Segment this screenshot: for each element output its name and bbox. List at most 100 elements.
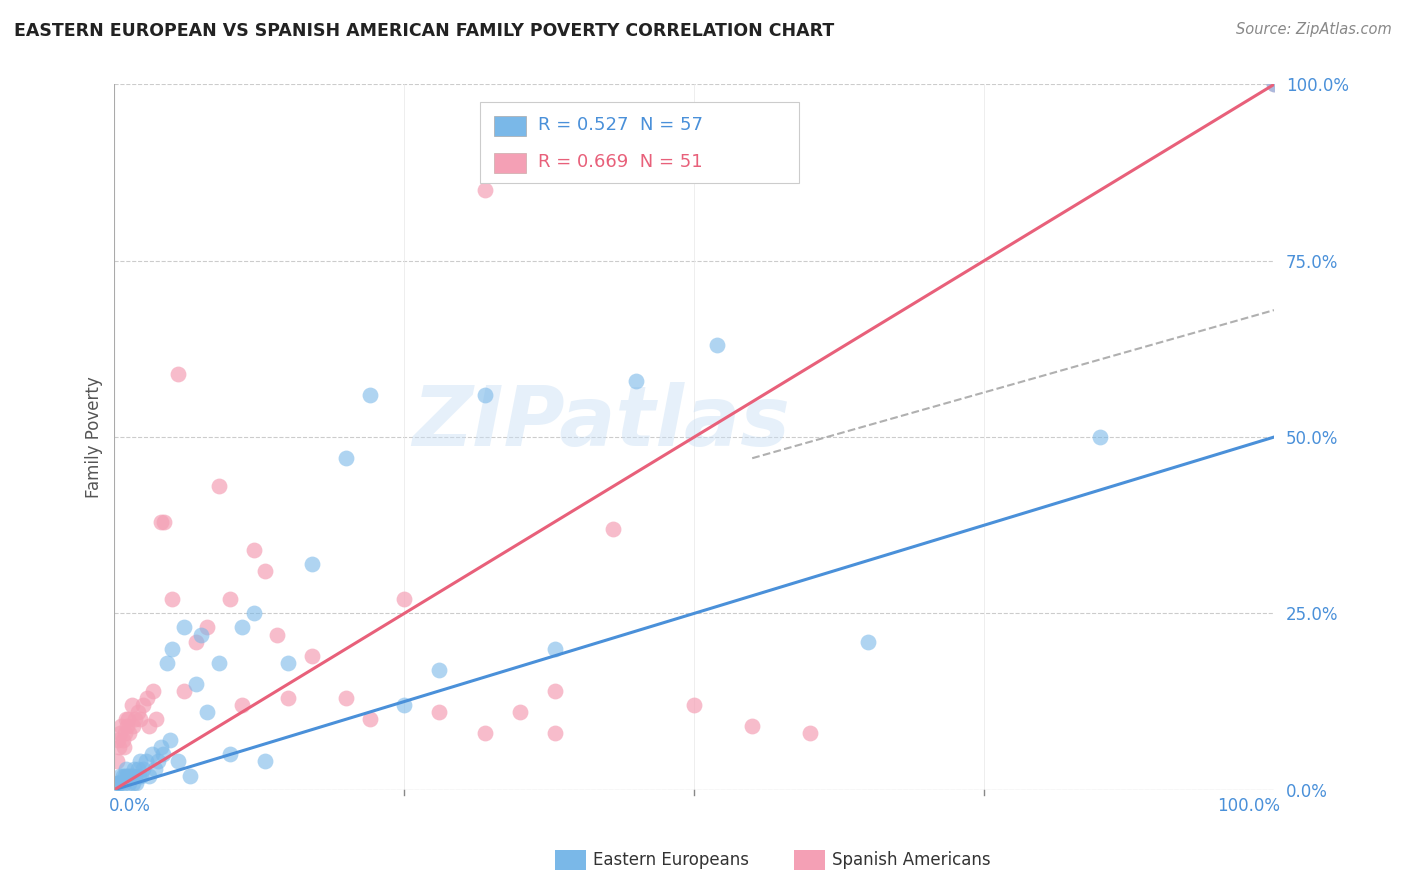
Point [111,768,134,782]
Point [208,479,231,493]
Point [474,388,496,402]
Point [219,747,242,762]
FancyBboxPatch shape [479,102,799,183]
Point [128,768,150,782]
Point [107,775,129,789]
Text: 0.0%: 0.0% [108,797,150,814]
Point [142,684,165,698]
Point [179,768,201,782]
Text: ZIPatlas: ZIPatlas [412,383,790,464]
Point [114,726,136,740]
Point [141,747,163,762]
Point [335,691,357,706]
Point [107,733,129,747]
Point [111,733,134,747]
Point [122,762,145,776]
Point [1263,78,1285,92]
Point [121,698,143,712]
Point [544,726,567,740]
Point [173,620,195,634]
Point [254,564,277,578]
Point [799,726,821,740]
Point [115,762,138,776]
Point [335,451,357,466]
Point [148,755,170,769]
Point [115,768,138,782]
Text: Eastern Europeans: Eastern Europeans [593,851,749,869]
Text: EASTERN EUROPEAN VS SPANISH AMERICAN FAMILY POVERTY CORRELATION CHART: EASTERN EUROPEAN VS SPANISH AMERICAN FAM… [14,22,834,40]
Point [122,719,145,733]
Point [108,775,131,789]
Point [155,656,177,670]
Point [1263,78,1285,92]
Point [427,705,450,719]
Point [474,726,496,740]
Point [301,648,323,663]
Point [254,755,277,769]
Point [108,726,131,740]
Text: 100.0%: 100.0% [1216,797,1279,814]
Point [112,775,135,789]
Point [277,691,299,706]
Point [105,775,128,789]
Point [219,592,242,607]
Point [856,634,879,648]
Point [132,762,155,776]
Point [143,762,166,776]
Point [122,775,145,789]
Point [741,719,763,733]
Point [129,712,152,726]
Point [162,641,184,656]
Point [359,388,381,402]
Point [474,183,496,197]
Point [121,768,143,782]
Point [266,627,288,641]
Point [129,755,152,769]
Point [117,768,139,782]
Point [108,768,131,782]
Point [159,733,181,747]
Point [683,698,706,712]
Point [115,719,138,733]
Point [125,775,148,789]
Point [427,663,450,677]
Point [135,755,157,769]
Point [127,762,149,776]
Point [152,747,174,762]
Point [242,607,264,621]
Point [112,740,135,755]
Point [602,522,624,536]
Point [117,712,139,726]
Point [118,775,141,789]
Point [706,338,728,352]
Point [184,634,207,648]
Point [277,656,299,670]
Point [544,684,567,698]
Point [544,641,567,656]
Point [167,755,190,769]
Point [110,719,132,733]
Text: Spanish Americans: Spanish Americans [832,851,991,869]
Point [626,374,648,388]
Text: R = 0.669  N = 51: R = 0.669 N = 51 [537,153,702,171]
Point [195,705,218,719]
Point [173,684,195,698]
Text: R = 0.527  N = 57: R = 0.527 N = 57 [537,116,703,135]
Point [149,515,172,529]
Point [108,740,131,755]
Point [195,620,218,634]
Point [394,698,416,712]
Point [145,712,167,726]
Point [124,712,146,726]
Point [105,755,128,769]
Point [149,740,172,755]
Point [132,698,155,712]
Point [359,712,381,726]
Point [114,768,136,782]
Point [167,367,190,381]
Point [153,515,176,529]
Point [184,677,207,691]
Point [138,768,160,782]
FancyBboxPatch shape [494,116,526,136]
Point [208,656,231,670]
